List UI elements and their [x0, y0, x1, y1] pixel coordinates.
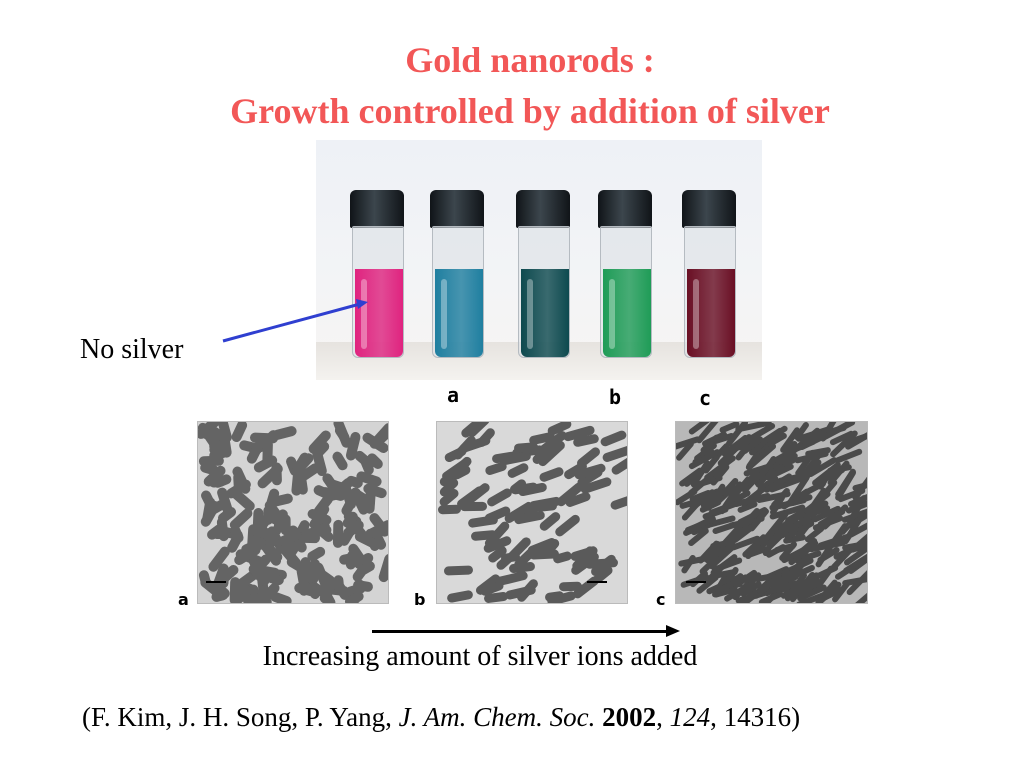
- tem-image-a: [197, 421, 389, 604]
- scale-bar: [686, 581, 706, 583]
- vial-liquid: [521, 269, 569, 357]
- scale-bar: [587, 581, 607, 583]
- citation-comma: ,: [656, 702, 663, 732]
- nanorod: [598, 429, 627, 448]
- scale-bar: [206, 581, 226, 583]
- caption: Increasing amount of silver ions added: [262, 641, 698, 672]
- vial-liquid: [603, 269, 651, 357]
- vial-liquid: [435, 269, 483, 357]
- vial-cap: [682, 190, 736, 228]
- citation-journal: J. Am. Chem. Soc.: [398, 702, 596, 732]
- nanorod: [230, 422, 250, 443]
- nanorod: [608, 491, 627, 511]
- citation-pages: , 14316): [710, 702, 801, 732]
- sample-label-b: b: [609, 385, 622, 409]
- vial-cap: [350, 190, 404, 228]
- vial-cap: [516, 190, 570, 228]
- nanorod: [470, 529, 498, 541]
- no-silver-pointer-head: [356, 299, 368, 309]
- nanorod: [538, 466, 565, 484]
- sample-label-a: a: [447, 383, 460, 407]
- nanorod: [218, 568, 230, 589]
- citation: (F. Kim, J. H. Song, P. Yang, J. Am. Che…: [82, 702, 800, 733]
- nanorod: [467, 514, 499, 529]
- citation-volume: 124: [669, 702, 711, 732]
- nanorod: [209, 427, 220, 452]
- nanorod: [443, 565, 473, 576]
- vial-no-silver: [350, 190, 404, 360]
- increase-arrow-line: [372, 630, 668, 633]
- nanorod: [485, 487, 513, 509]
- vial-cap: [598, 190, 652, 228]
- nanorod: [332, 520, 344, 549]
- vial-liquid: [687, 269, 735, 357]
- vial-4: [598, 190, 652, 360]
- vial-liquid: [355, 269, 403, 357]
- panel-letter-b: b: [414, 590, 426, 609]
- no-silver-pointer-line: [222, 302, 361, 343]
- panel-letter-a: a: [178, 590, 189, 609]
- nanorod: [445, 589, 473, 603]
- nanorod: [505, 461, 530, 480]
- increase-arrow-head: [666, 625, 680, 637]
- title-line-2: Growth controlled by addition of silver: [230, 91, 830, 131]
- nanorod: [377, 552, 388, 583]
- no-silver-label: No silver: [80, 334, 184, 365]
- title-line-1: Gold nanorods :: [405, 40, 655, 80]
- vial-5: [682, 190, 736, 360]
- nanorod: [252, 507, 264, 539]
- tem-image-c: [675, 421, 868, 604]
- nanorod: [211, 528, 231, 539]
- nanorod: [299, 533, 320, 544]
- citation-authors: (F. Kim, J. H. Song, P. Yang,: [82, 702, 399, 732]
- panel-letter-c: c: [656, 590, 666, 609]
- nanorod: [484, 460, 508, 476]
- vial-cap: [430, 190, 484, 228]
- vial-2: [430, 190, 484, 360]
- vial-3: [516, 190, 570, 360]
- vials-photo: [316, 140, 762, 380]
- sample-label-c: c: [699, 386, 712, 410]
- citation-year: 2002: [602, 702, 657, 732]
- tem-image-b: [436, 421, 628, 604]
